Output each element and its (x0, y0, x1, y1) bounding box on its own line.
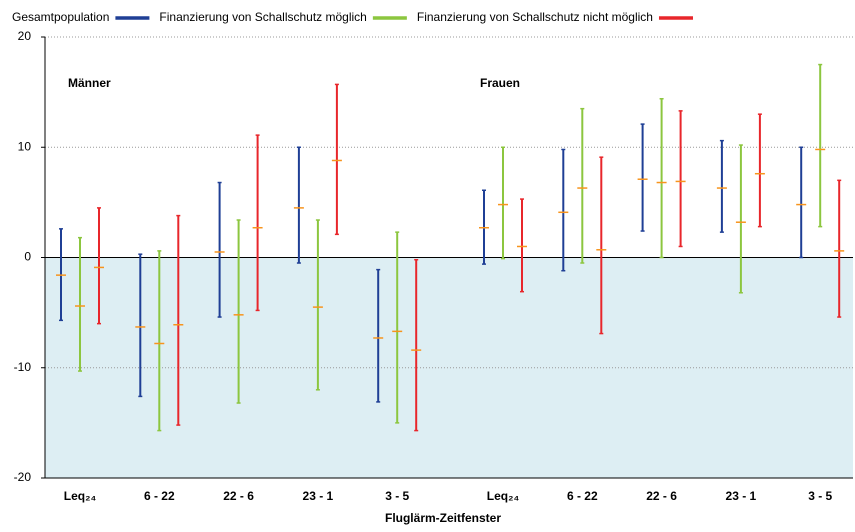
group-label: Männer (68, 76, 111, 90)
x-tick-label: 23 - 1 (726, 489, 757, 503)
x-tick-label: 3 - 5 (808, 489, 832, 503)
legend-label: Finanzierung von Schallschutz möglich (159, 10, 366, 24)
y-tick-label: 20 (18, 29, 32, 43)
group-label: Frauen (480, 76, 520, 90)
x-tick-label: 6 - 22 (144, 489, 175, 503)
x-tick-label: Leq₂₄ (64, 489, 97, 503)
y-tick-label: 0 (24, 250, 31, 264)
legend-label: Finanzierung von Schallschutz nicht mögl… (417, 10, 653, 24)
x-tick-label: 23 - 1 (303, 489, 334, 503)
x-tick-label: 3 - 5 (385, 489, 409, 503)
legend-label: Gesamtpopulation (12, 10, 109, 24)
x-tick-label: 22 - 6 (223, 489, 254, 503)
negative-area (45, 257, 853, 478)
x-tick-label: 6 - 22 (567, 489, 598, 503)
y-tick-label: 10 (18, 139, 32, 153)
x-axis-title: Fluglärm-Zeitfenster (385, 511, 501, 525)
y-tick-label: -20 (14, 470, 32, 484)
x-tick-label: Leq₂₄ (487, 489, 520, 503)
x-tick-label: 22 - 6 (646, 489, 677, 503)
y-tick-label: -10 (14, 360, 32, 374)
